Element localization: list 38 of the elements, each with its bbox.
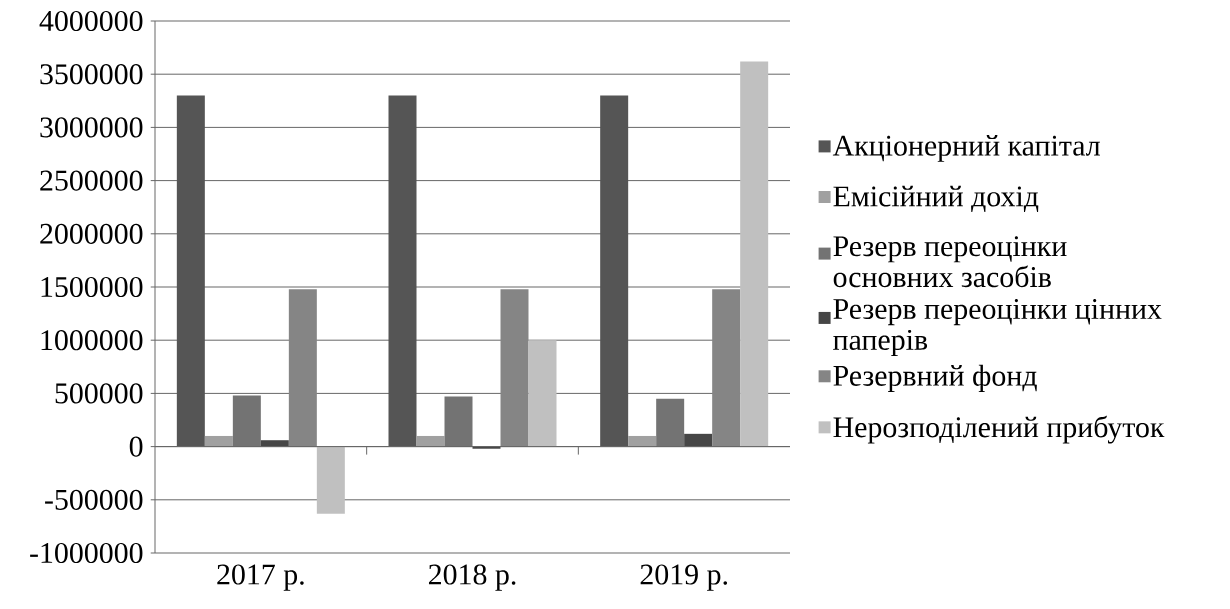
- bar: [684, 433, 713, 447]
- bar: [204, 435, 233, 447]
- legend-label: Акціонерний капітал: [832, 135, 1100, 162]
- bar: [416, 435, 445, 447]
- bar: [628, 435, 657, 447]
- bar: [260, 440, 289, 447]
- x-tick-label: 2018 р.: [428, 564, 516, 591]
- y-tick-label: 1000000: [41, 330, 143, 351]
- bar: [656, 398, 685, 447]
- y-tick-label: 4000000: [39, 10, 143, 32]
- y-tick-label: 3000000: [40, 117, 143, 138]
- bar: [500, 289, 529, 447]
- y-tick-label: 2500000: [40, 170, 143, 191]
- legend-label: Резерв переоцінки цінних паперів: [833, 299, 1162, 357]
- bar: [232, 395, 261, 447]
- y-tick-label: 0: [129, 436, 143, 457]
- bar: [176, 95, 205, 447]
- bar: [388, 95, 417, 447]
- bar: [528, 340, 557, 447]
- legend-label: Нерозподілений прибуток: [833, 415, 1165, 444]
- x-tick-label: 2017 р.: [217, 564, 304, 591]
- legend-label: Резерв переоцінки основних засобів: [833, 236, 1067, 288]
- bar: [472, 446, 501, 449]
- bar: [740, 61, 769, 447]
- y-tick-label: 500000: [55, 383, 143, 404]
- bar: [316, 446, 345, 514]
- x-tick-label: 2019 р.: [640, 564, 728, 591]
- y-tick-label: 2000000: [40, 223, 143, 244]
- bar: [600, 95, 629, 447]
- legend-label: Емісійний дохід: [833, 185, 1039, 212]
- y-tick-label: 1500000: [41, 276, 143, 298]
- bar: [444, 396, 473, 447]
- y-tick-label: -500000: [45, 489, 143, 510]
- legend-label: Резервний фонд: [833, 364, 1037, 392]
- bar: [712, 289, 741, 447]
- y-tick-label: -1000000: [30, 542, 143, 564]
- y-tick-label: 3500000: [40, 64, 143, 85]
- bar: [288, 289, 317, 447]
